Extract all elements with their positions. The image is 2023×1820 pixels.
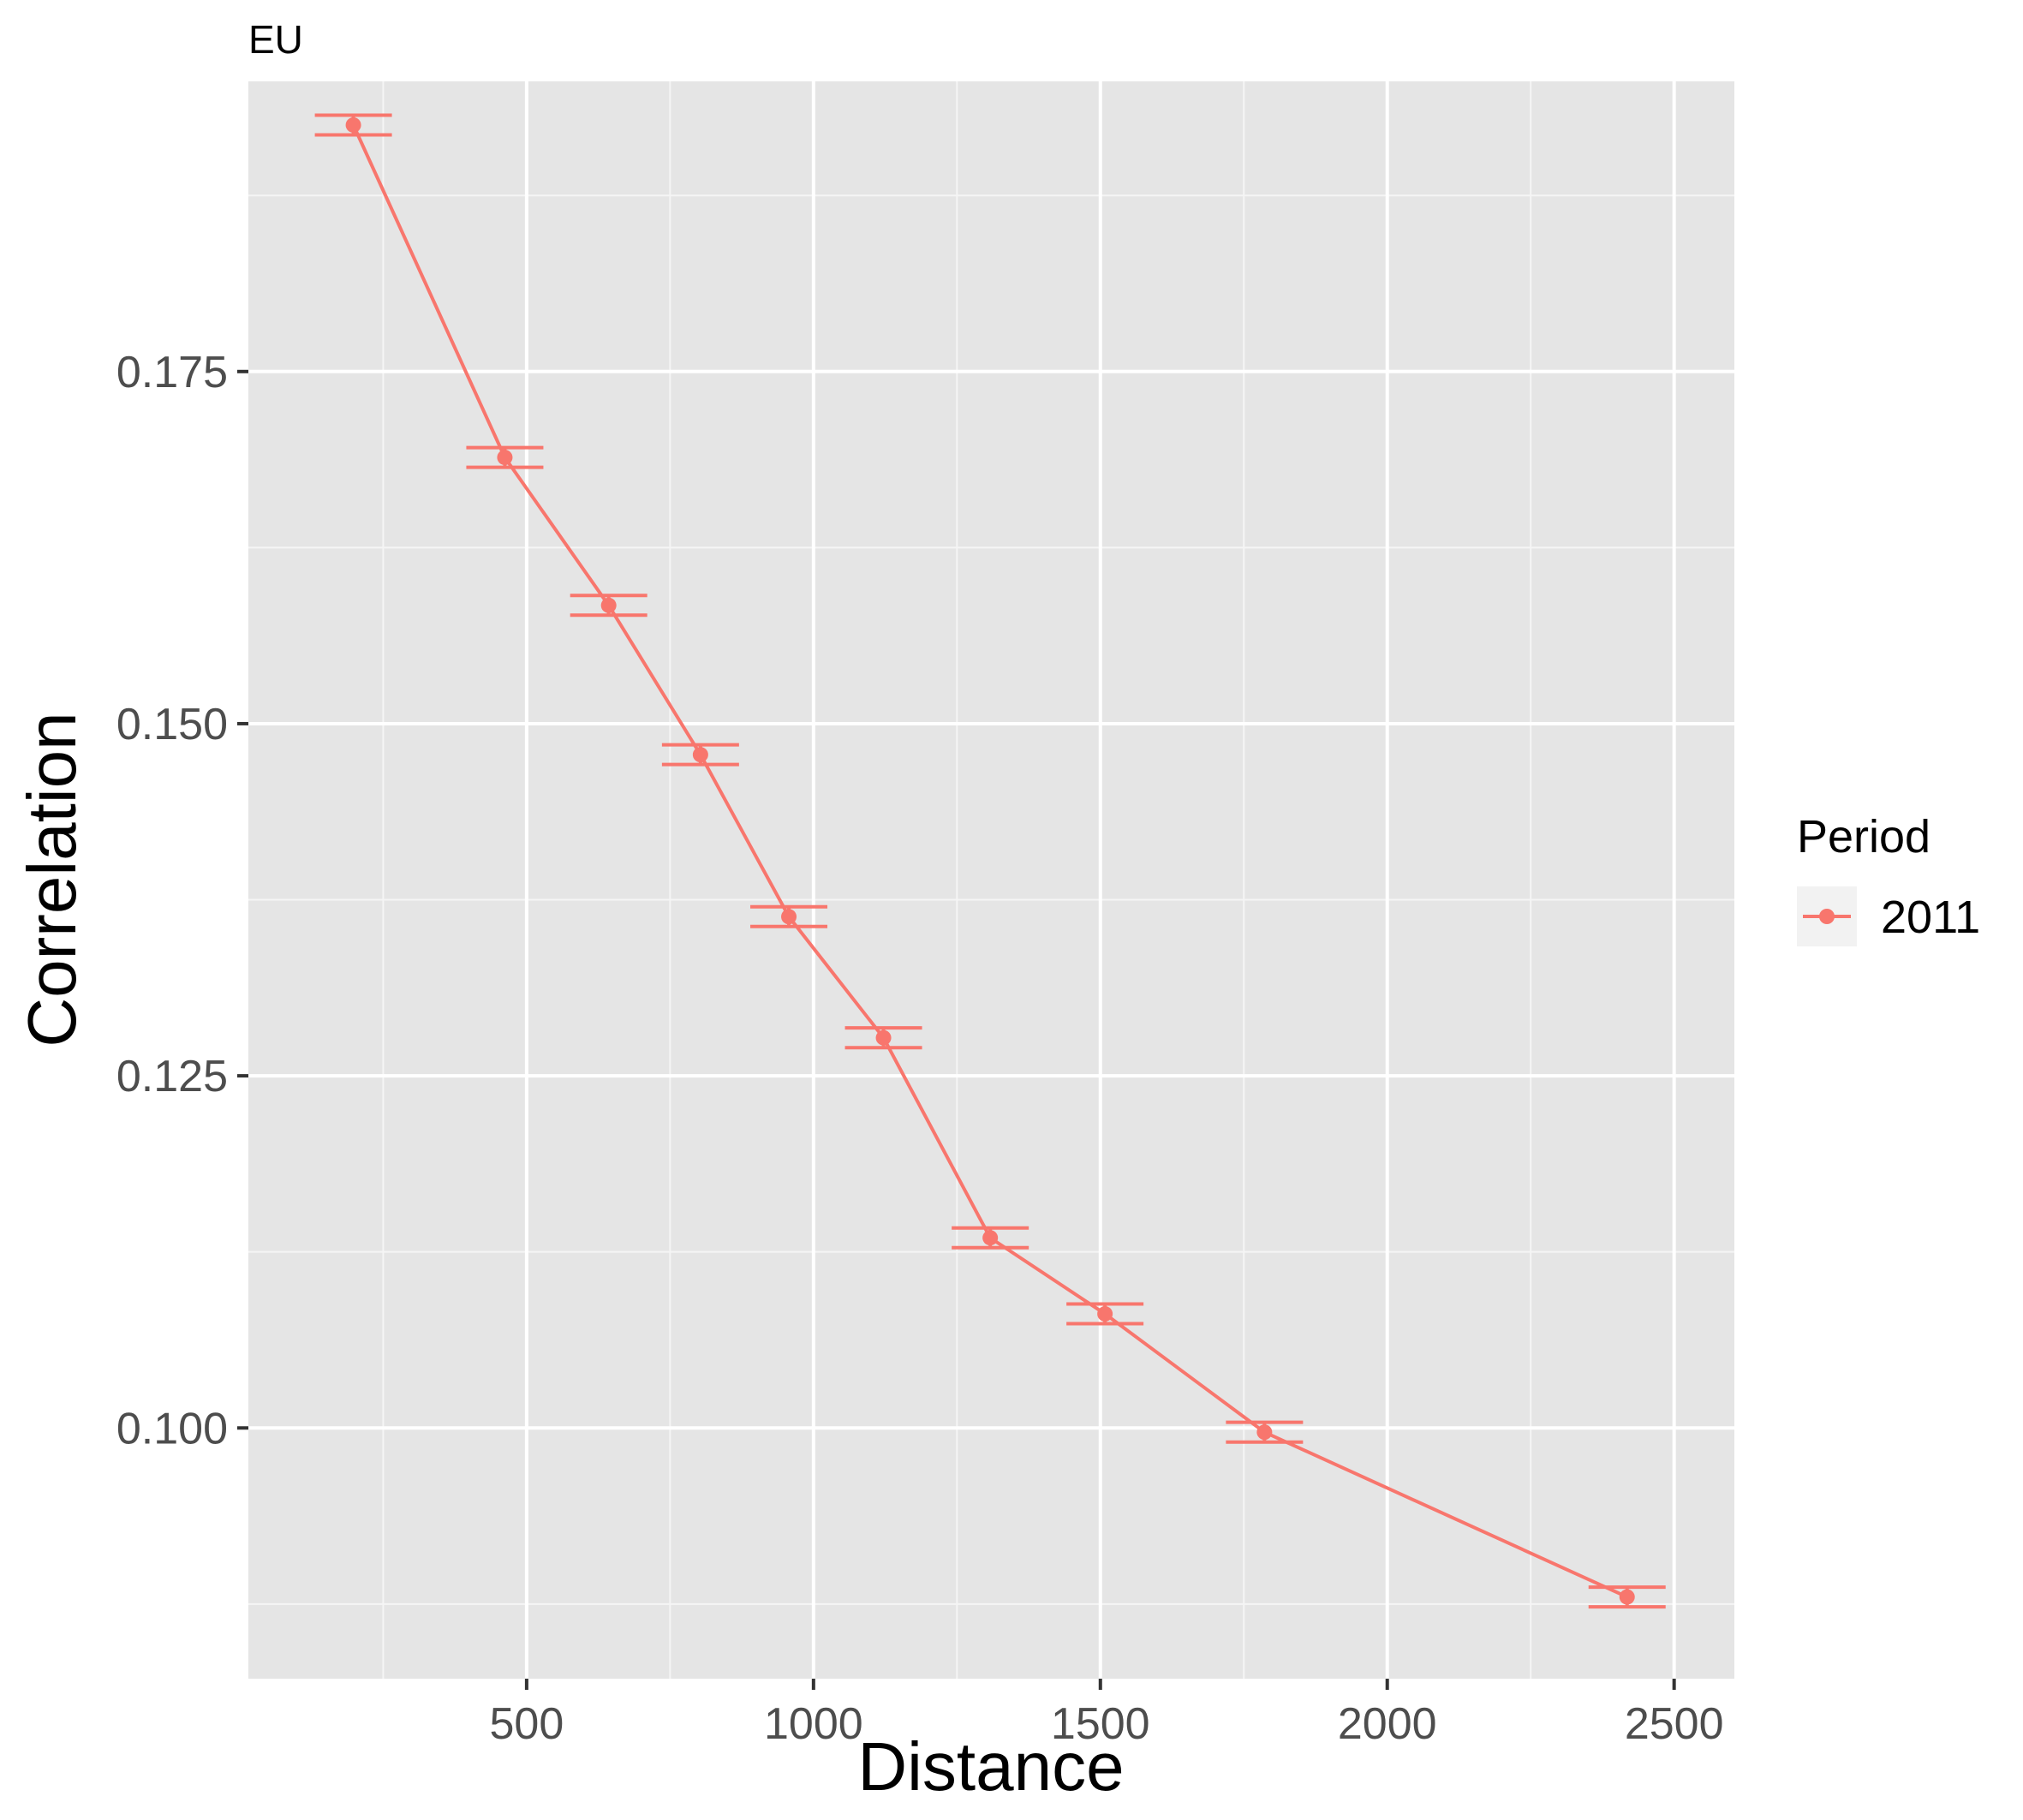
legend: Period 2011: [1797, 811, 1980, 946]
y-tick-label: 0.175: [116, 348, 228, 397]
grid-major: [248, 81, 1734, 1679]
series-line: [351, 124, 1628, 1599]
y-tick-label: 0.100: [116, 1404, 228, 1453]
legend-title: Period: [1797, 811, 1931, 862]
x-tick-label: 1500: [1051, 1699, 1150, 1749]
y-tick-label: 0.125: [116, 1052, 228, 1101]
data-point: [781, 909, 797, 925]
y-tick-label: 0.150: [116, 700, 228, 749]
plot-panel: [248, 81, 1734, 1679]
y-axis-title: Correlation: [14, 712, 90, 1047]
series-layer: [314, 113, 1666, 1609]
data-point: [497, 450, 513, 466]
legend-key-point: [1819, 909, 1835, 924]
x-axis-title: Distance: [857, 1728, 1124, 1805]
data-point: [875, 1029, 892, 1046]
x-tick-label: 2500: [1625, 1699, 1724, 1749]
data-point: [982, 1230, 999, 1246]
data-point: [1097, 1306, 1113, 1322]
x-tick-label: 1000: [764, 1699, 863, 1749]
data-point: [1619, 1589, 1635, 1605]
x-axis: 500 1000 1500 2000 2500: [490, 1679, 1724, 1749]
data-point: [692, 747, 708, 763]
x-tick-label: 2000: [1338, 1699, 1437, 1749]
data-point: [345, 116, 361, 133]
x-tick-label: 500: [490, 1699, 564, 1749]
data-point: [1256, 1424, 1273, 1441]
grid-minor: [248, 81, 1734, 1679]
legend-label-2011: 2011: [1881, 892, 1980, 943]
data-point: [600, 597, 617, 613]
chart-title: EU: [248, 17, 303, 62]
y-axis: 0.100 0.125 0.150 0.175: [116, 348, 248, 1453]
